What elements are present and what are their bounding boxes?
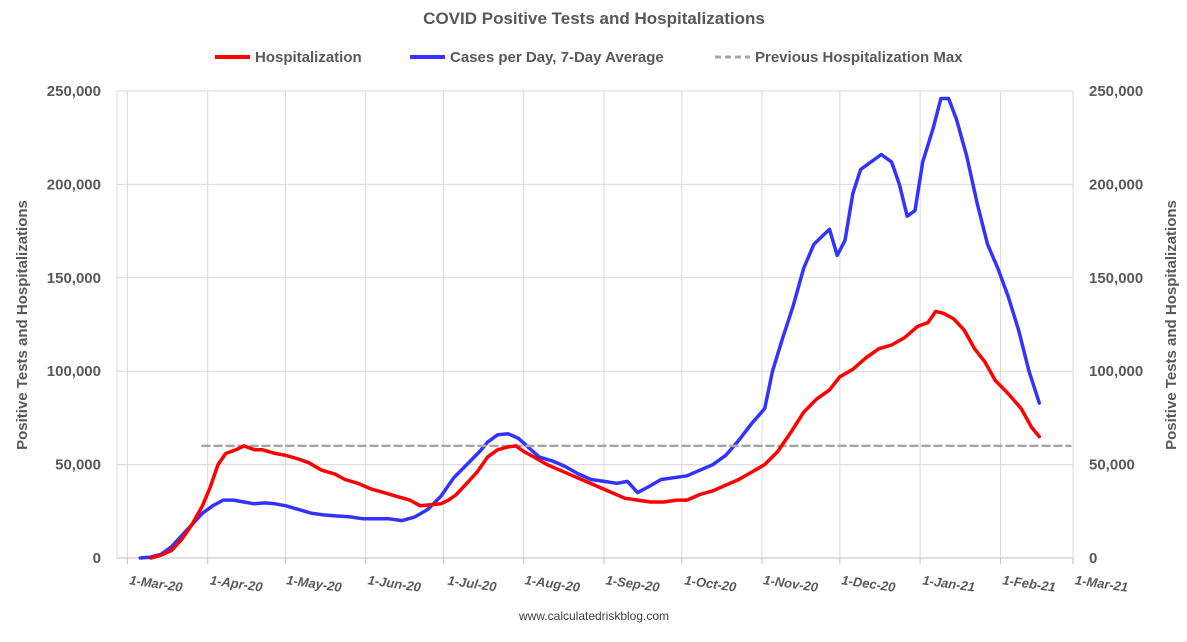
y-tick-left-3: 150,000 bbox=[47, 270, 101, 287]
y-axis-right-label: Positive Tests and Hospitalizations bbox=[1163, 200, 1180, 450]
y-tick-right-0: 0 bbox=[1089, 550, 1097, 567]
x-tick-label-7: 1-Oct-20 bbox=[684, 572, 738, 594]
y-tick-left-1: 50,000 bbox=[55, 457, 101, 474]
x-tick-label-4: 1-Jul-20 bbox=[447, 573, 499, 595]
y-tick-right-1: 50,000 bbox=[1089, 457, 1135, 474]
series-line-hospitalization bbox=[148, 309, 1042, 560]
x-tick-label-6: 1-Sep-20 bbox=[605, 572, 662, 595]
x-tick-label-5: 1-Aug-20 bbox=[524, 572, 582, 595]
series-lines bbox=[138, 96, 1072, 560]
x-tick-label-9: 1-Dec-20 bbox=[841, 572, 898, 595]
legend-label-hospitalization: Hospitalization bbox=[255, 49, 362, 66]
x-tick-label-1: 1-Apr-20 bbox=[209, 572, 264, 594]
legend: Hospitalization Cases per Day, 7-Day Aver… bbox=[215, 49, 963, 66]
x-axis-ticks: 1-Mar-20 1-Apr-20 1-May-20 1-Jun-20 1-Jul-20… bbox=[128, 572, 1129, 595]
y-tick-left-5: 250,000 bbox=[47, 83, 101, 100]
legend-label-previous-hospitalization-max: Previous Hospitalization Max bbox=[755, 49, 963, 66]
chart-title: COVID Positive Tests and Hospitalization… bbox=[423, 9, 765, 28]
y-tick-left-2: 100,000 bbox=[47, 363, 101, 380]
plot-border bbox=[116, 90, 1074, 559]
x-tick-label-12: 1-Mar-21 bbox=[1074, 572, 1129, 594]
gridlines bbox=[116, 90, 1074, 559]
y-tick-left-4: 200,000 bbox=[47, 176, 101, 193]
y-tick-right-5: 250,000 bbox=[1089, 83, 1143, 100]
x-tick-label-10: 1-Jan-21 bbox=[922, 572, 976, 594]
y-tick-right-4: 200,000 bbox=[1089, 176, 1143, 193]
y-tick-left-0: 0 bbox=[93, 550, 101, 567]
y-tick-right-2: 100,000 bbox=[1089, 363, 1143, 380]
y-tick-right-3: 150,000 bbox=[1089, 270, 1143, 287]
x-tick-label-3: 1-Jun-20 bbox=[367, 572, 423, 594]
axes bbox=[117, 557, 1074, 564]
y-axis-left-label: Positive Tests and Hospitalizations bbox=[14, 200, 31, 450]
x-tick-label-11: 1-Feb-21 bbox=[1002, 572, 1057, 594]
x-tick-label-0: 1-Mar-20 bbox=[128, 572, 184, 594]
x-tick-label-8: 1-Nov-20 bbox=[762, 572, 819, 595]
legend-label-cases-per-day-7-day-average: Cases per Day, 7-Day Average bbox=[450, 49, 664, 66]
source-credit: www.calculatedriskblog.com bbox=[518, 609, 669, 623]
y-axis-left-ticks: 0 50,000 100,000 150,000 200,000 250,000 bbox=[47, 83, 101, 567]
series-line-cases-per-day-7-day-average bbox=[138, 96, 1042, 560]
y-axis-right-ticks: 0 50,000 100,000 150,000 200,000 250,000 bbox=[1089, 83, 1143, 567]
x-tick-label-2: 1-May-20 bbox=[285, 572, 343, 595]
